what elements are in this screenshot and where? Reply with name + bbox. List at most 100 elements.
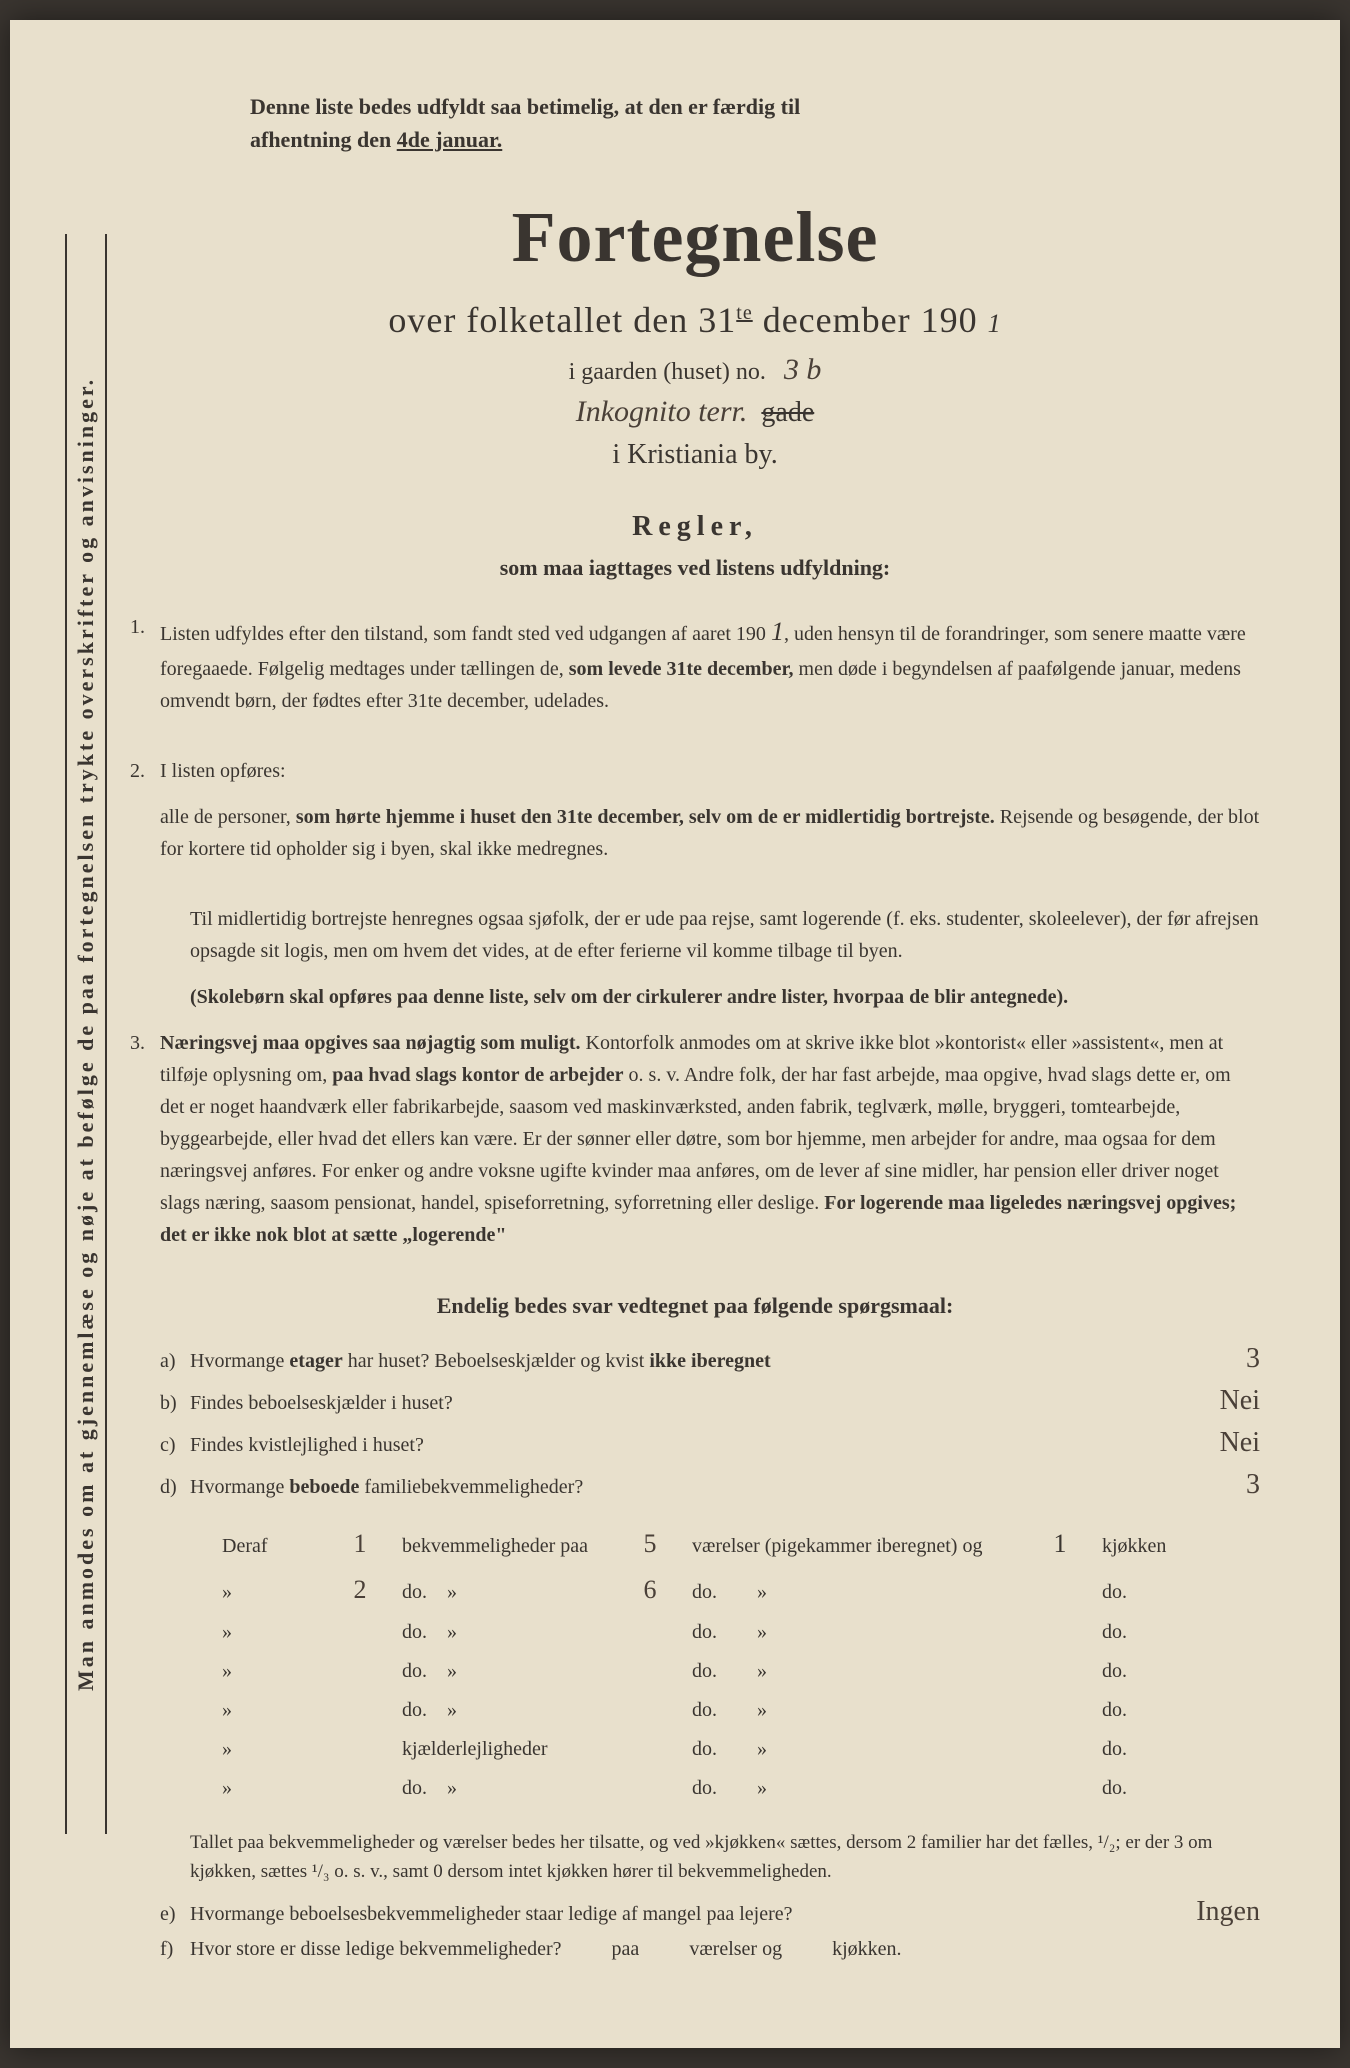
rule-paragraph: I listen opføres: [160, 755, 1260, 787]
city-line: i Kristiania by. [130, 439, 1260, 471]
bold-segment: paa hvad slags kontor de arbejder [332, 1064, 623, 1086]
question-row: c)Findes kvistlejlighed i huset?Nei [160, 1427, 1260, 1459]
text-segment: familiebekvemmeligheder? [359, 1476, 583, 1498]
question-text: Hvormange beboede familiebekvemmelighede… [190, 1476, 1216, 1499]
q-e-text: Hvormange beboelsesbekvemmeligheder staa… [190, 1903, 1166, 1926]
questions-header: Endelig bedes svar vedtegnet paa følgend… [130, 1293, 1260, 1319]
bekv-c7: do. [1090, 1738, 1210, 1761]
vertical-side-note: Man anmodes om at gjennemlæse og nøje at… [65, 234, 107, 1834]
question-text: Hvormange etager har huset? Beboelseskjæ… [190, 1350, 1216, 1373]
subtitle-prefix: over folketallet den 31 [388, 300, 736, 340]
bekv-row: »2do. »6do. »do. [210, 1567, 1260, 1613]
q-e-answer: Ingen [1196, 1896, 1260, 1928]
top-note-line2-prefix: afhentning den [250, 127, 397, 152]
bekv-row: »do. »do. »do. [210, 1613, 1260, 1652]
question-text: Findes beboelseskjælder i huset? [190, 1392, 1190, 1415]
indented-paragraph: (Skolebørn skal opføres paa denne liste,… [190, 981, 1260, 1013]
subtitle: over folketallet den 31te december 190 1 [130, 299, 1260, 341]
bekv-h-suffix: kjøkken [1090, 1535, 1210, 1558]
bekv-c1: » [210, 1699, 330, 1722]
text-segment: Listen udfyldes efter den tilstand, som … [160, 623, 771, 645]
rule-body: Næringsvej maa opgives saa nøjagtig som … [160, 1027, 1260, 1265]
bekv-h-n3: 1 [1030, 1529, 1090, 1559]
bekv-row: »do. »do. »do. [210, 1769, 1260, 1808]
bold-segment: som hørte hjemme i huset den 31te decemb… [296, 806, 995, 828]
q-f-mid2: værelser og [689, 1938, 782, 1960]
bold-segment: beboede [289, 1476, 359, 1498]
rule-item: 3.Næringsvej maa opgives saa nøjagtig so… [130, 1027, 1260, 1265]
bekv-c5: do. » [680, 1738, 1030, 1761]
bekv-h-mid1: bekvemmeligheder paa [390, 1535, 620, 1558]
bekvemmeligheder-table: Deraf 1 bekvemmeligheder paa 5 værelser … [210, 1521, 1260, 1808]
bekv-c5: do. » [680, 1777, 1030, 1800]
bekv-c1: » [210, 1777, 330, 1800]
top-note-line1: Denne liste bedes udfyldt saa betimelig,… [250, 94, 800, 119]
rule-number: 1. [130, 611, 160, 731]
handwritten-year: 1 [988, 309, 1002, 338]
bekv-c5: do. » [680, 1660, 1030, 1683]
census-form-page: Man anmodes om at gjennemlæse og nøje at… [10, 20, 1340, 2048]
footer-explanation: Tallet paa bekvemmeligheder og værelser … [190, 1828, 1260, 1887]
question-answer-handwritten: 3 [1246, 1343, 1260, 1375]
bekv-c3: kjælderlejligheder [390, 1738, 620, 1761]
q-f-mid1: paa [612, 1938, 640, 1960]
top-note-underlined-date: 4de januar. [397, 127, 503, 152]
bekv-h-prefix: Deraf [210, 1535, 330, 1558]
question-answer-handwritten: Nei [1220, 1427, 1260, 1459]
rule-paragraph: Listen udfyldes efter den tilstand, som … [160, 611, 1260, 717]
rule-body: Listen udfyldes efter den tilstand, som … [160, 611, 1260, 731]
regler-heading: Regler, [130, 511, 1260, 543]
indented-paragraph: Til midlertidig bortrejste henregnes ogs… [190, 903, 1260, 967]
text-segment: Hvormange [190, 1350, 289, 1372]
street-name-handwritten: Inkognito terr. [576, 395, 748, 428]
street-line: Inkognito terr. gade [130, 395, 1260, 429]
bekv-c2-hand: 2 [330, 1575, 390, 1605]
bold-segment: ikke iberegnet [649, 1350, 770, 1372]
bekv-c1: » [210, 1621, 330, 1644]
bekv-c3: do. » [390, 1660, 620, 1683]
bekv-c7: do. [1090, 1777, 1210, 1800]
bekv-c7: do. [1090, 1660, 1210, 1683]
struck-gade: gade [761, 397, 814, 428]
question-e: e) Hvormange beboelsesbekvemmeligheder s… [160, 1896, 1260, 1928]
bekv-c7: do. [1090, 1581, 1210, 1604]
bold-segment: etager [289, 1350, 342, 1372]
rule-body: I listen opføres: alle de personer, som h… [160, 755, 1260, 879]
bekv-c5: do. » [680, 1699, 1030, 1722]
question-answer-handwritten: Nei [1220, 1385, 1260, 1417]
question-row: a)Hvormange etager har huset? Beboelsesk… [160, 1343, 1260, 1375]
gaarden-line: i gaarden (huset) no. 3 b [130, 353, 1260, 387]
q-f-pre: Hvor store er disse ledige bekvemmelighe… [190, 1938, 562, 1960]
bekv-c4-hand: 6 [620, 1575, 680, 1605]
bekv-c5: do. » [680, 1621, 1030, 1644]
subtitle-mid: december 190 [753, 300, 978, 340]
bekv-c1: » [210, 1581, 330, 1604]
bekv-c7: do. [1090, 1621, 1210, 1644]
text-segment: 1 [771, 617, 784, 646]
rule-number: 3. [130, 1027, 160, 1265]
text-segment: Hvormange [190, 1476, 289, 1498]
bekv-c1: » [210, 1660, 330, 1683]
question-row: d)Hvormange beboede familiebekvemmelighe… [160, 1469, 1260, 1501]
bekv-c1: » [210, 1738, 330, 1761]
q-e-label: e) [160, 1903, 190, 1926]
rule-paragraph: alle de personer, som hørte hjemme i hus… [160, 801, 1260, 865]
question-answer-handwritten: 3 [1246, 1469, 1260, 1501]
text-segment: I listen opføres: [160, 760, 286, 782]
question-text: Findes kvistlejlighed i huset? [190, 1434, 1190, 1457]
bekv-h-mid2: værelser (pigekammer iberegnet) og [680, 1535, 1030, 1558]
question-label: d) [160, 1476, 190, 1499]
text-segment: har huset? Beboelseskjælder og kvist [343, 1350, 650, 1372]
bekv-row: » kjælderlejligheder do. » do. [210, 1730, 1260, 1769]
bold-segment: Næringsvej maa opgives saa nøjagtig som … [160, 1032, 581, 1054]
main-title: Fortegnelse [130, 196, 1260, 279]
subtitle-ordinal-sup: te [736, 302, 752, 324]
question-row: b)Findes beboelseskjælder i huset? Nei [160, 1385, 1260, 1417]
question-label: b) [160, 1392, 190, 1415]
text-segment: Findes kvistlejlighed i huset? [190, 1434, 424, 1456]
text-segment: Findes beboelseskjælder i huset? [190, 1392, 453, 1414]
question-f: f) Hvor store er disse ledige bekvemmeli… [160, 1938, 1260, 1961]
bekv-c3: do. » [390, 1581, 620, 1604]
rule-item: 1.Listen udfyldes efter den tilstand, so… [130, 611, 1260, 731]
bekv-header-row: Deraf 1 bekvemmeligheder paa 5 værelser … [210, 1521, 1260, 1567]
